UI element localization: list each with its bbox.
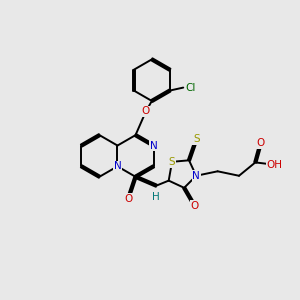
- Text: O: O: [190, 201, 199, 211]
- Text: S: S: [169, 157, 175, 167]
- Text: O: O: [124, 194, 132, 204]
- Text: H: H: [152, 192, 160, 202]
- Text: O: O: [142, 106, 150, 116]
- Text: OH: OH: [267, 160, 283, 170]
- Text: N: N: [192, 171, 200, 181]
- Text: O: O: [256, 138, 265, 148]
- Text: N: N: [150, 140, 158, 151]
- Text: S: S: [193, 134, 200, 144]
- Text: Cl: Cl: [185, 82, 196, 93]
- Text: N: N: [114, 161, 122, 171]
